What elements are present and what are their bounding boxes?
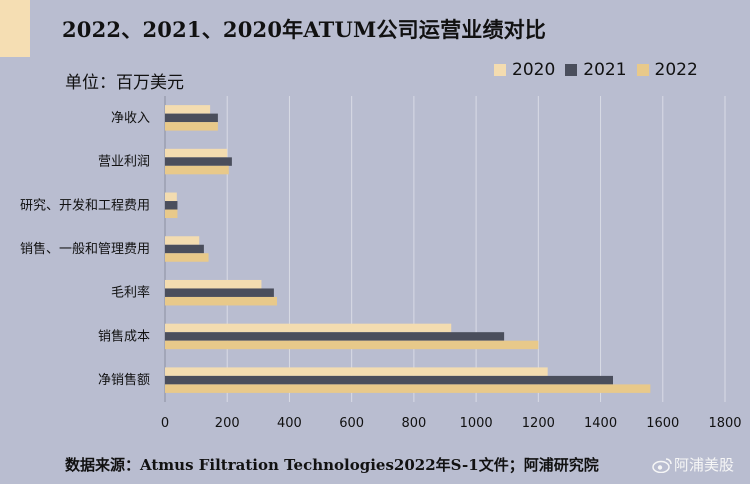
category-label: 净收入 xyxy=(111,111,150,126)
chart-title: 2022、2021、2020年ATUM公司运营业绩对比 xyxy=(62,17,547,42)
watermark: 阿浦美股 xyxy=(652,454,734,475)
bar-2020 xyxy=(165,148,228,158)
bar-2022 xyxy=(165,253,209,262)
bar-2021 xyxy=(165,288,274,297)
category-label: 销售、一般和管理费用 xyxy=(20,241,150,257)
x-tick-label: 1200 xyxy=(522,416,555,431)
legend: 2020 2021 2022 xyxy=(494,60,708,80)
bar-2021 xyxy=(165,113,218,123)
bar-2020 xyxy=(165,323,452,333)
x-tick-label: 1600 xyxy=(646,416,679,431)
bar-2020 xyxy=(165,236,200,245)
legend-swatch-2021 xyxy=(565,64,578,76)
legend-item-2022: 2022 xyxy=(636,60,698,80)
category-label: 销售成本 xyxy=(98,328,150,344)
x-tick-label: 1000 xyxy=(460,416,493,431)
x-tick-label: 1800 xyxy=(708,416,741,431)
bar-2022 xyxy=(165,296,277,306)
x-tick-label: 1400 xyxy=(584,416,617,431)
bar-2022 xyxy=(165,122,218,131)
bar-2020 xyxy=(165,279,262,289)
bar-2022 xyxy=(165,209,178,219)
legend-label-2020: 2020 xyxy=(512,60,556,80)
category-label: 毛利率 xyxy=(111,285,150,301)
legend-swatch-2020 xyxy=(494,64,506,76)
legend-label-2021: 2021 xyxy=(583,60,627,80)
legend-item-2020: 2020 xyxy=(494,60,555,80)
bar-2021 xyxy=(165,375,613,385)
category-label: 营业利润 xyxy=(98,155,150,170)
x-tick-label: 600 xyxy=(339,416,364,431)
bar-2020 xyxy=(165,192,177,202)
legend-item-2021: 2021 xyxy=(565,60,627,80)
bar-2021 xyxy=(165,157,232,166)
source-note: 数据来源：Atmus Filtration Technologies2022年S… xyxy=(65,456,599,474)
bar-2021 xyxy=(165,332,505,341)
legend-swatch-2022 xyxy=(636,64,649,76)
x-tick-label: 400 xyxy=(277,416,302,431)
x-tick-label: 0 xyxy=(161,416,169,431)
bar-2022 xyxy=(165,384,651,393)
unit-label: 单位：百万美元 xyxy=(65,73,184,93)
bar-2020 xyxy=(165,105,211,114)
category-label: 研究、开发和工程费用 xyxy=(20,197,150,213)
weibo-icon xyxy=(652,457,672,473)
x-tick-label: 800 xyxy=(401,416,426,431)
bar-2020 xyxy=(165,367,548,376)
watermark-text: 阿浦美股 xyxy=(674,456,735,474)
legend-label-2022: 2022 xyxy=(654,60,698,80)
bar-2021 xyxy=(165,201,178,210)
bar-2021 xyxy=(165,244,204,254)
bar-2022 xyxy=(165,165,229,175)
category-label: 净销售额 xyxy=(98,372,150,388)
accent-bar xyxy=(0,0,30,57)
bar-2022 xyxy=(165,340,539,350)
x-tick-label: 200 xyxy=(215,416,240,431)
